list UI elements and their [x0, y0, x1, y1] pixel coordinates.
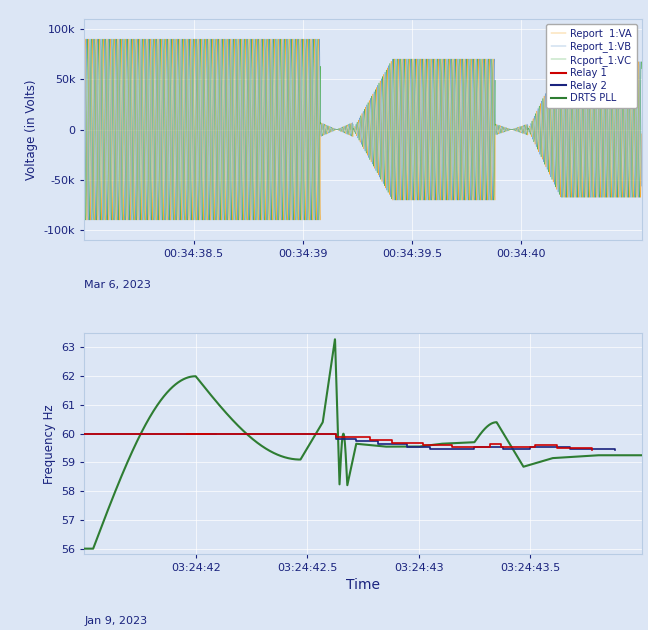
X-axis label: Time: Time: [346, 578, 380, 592]
Legend: Report  1:VA, Report_1:VB, Rcport_1:VC, Relay 1, Relay 2, DRTS PLL: Report 1:VA, Report_1:VB, Rcport_1:VC, R…: [546, 24, 636, 108]
Report  1:VA: [80, 126, 88, 134]
Text: Jan 9, 2023: Jan 9, 2023: [84, 616, 147, 626]
Line: Report_1:VB: Report_1:VB: [84, 39, 642, 220]
Report_1:VB: [601, 182, 609, 190]
Report  1:VA: [604, 193, 612, 201]
Report_1:VB: [638, 182, 645, 190]
Report_1:VB: [95, 200, 103, 208]
Report_1:VB: [229, 190, 237, 198]
Report_1:VB: [121, 216, 128, 224]
Report  1:VA: [601, 130, 609, 137]
Report  1:VA: [83, 216, 91, 224]
Report_1:VB: [604, 92, 612, 100]
Rcport_1:VC: [80, 47, 88, 55]
Report  1:VA: [96, 42, 104, 49]
Rcport_1:VC: [302, 35, 310, 43]
Rcport_1:VC: [229, 36, 237, 43]
Rcport_1:VC: [95, 128, 103, 135]
Line: Report  1:VA: Report 1:VA: [84, 39, 642, 220]
Report_1:VB: [202, 128, 209, 135]
Report  1:VA: [81, 35, 89, 43]
Report_1:VB: [82, 35, 90, 43]
Y-axis label: Voltage (in Volts): Voltage (in Volts): [25, 79, 38, 180]
Report_1:VB: [80, 204, 88, 212]
Report  1:VA: [229, 148, 237, 156]
Line: Rcport_1:VC: Rcport_1:VC: [84, 39, 642, 220]
Rcport_1:VC: [601, 65, 609, 72]
Rcport_1:VC: [608, 96, 616, 103]
Report_1:VB: [608, 88, 616, 96]
Rcport_1:VC: [202, 197, 209, 204]
Rcport_1:VC: [638, 65, 645, 72]
Text: Mar 6, 2023: Mar 6, 2023: [84, 280, 151, 290]
Y-axis label: Frequency Hz: Frequency Hz: [43, 404, 56, 484]
Report  1:VA: [202, 47, 209, 54]
Report  1:VA: [638, 130, 645, 137]
Rcport_1:VC: [315, 216, 323, 224]
Rcport_1:VC: [604, 92, 612, 100]
Report  1:VA: [608, 193, 616, 201]
